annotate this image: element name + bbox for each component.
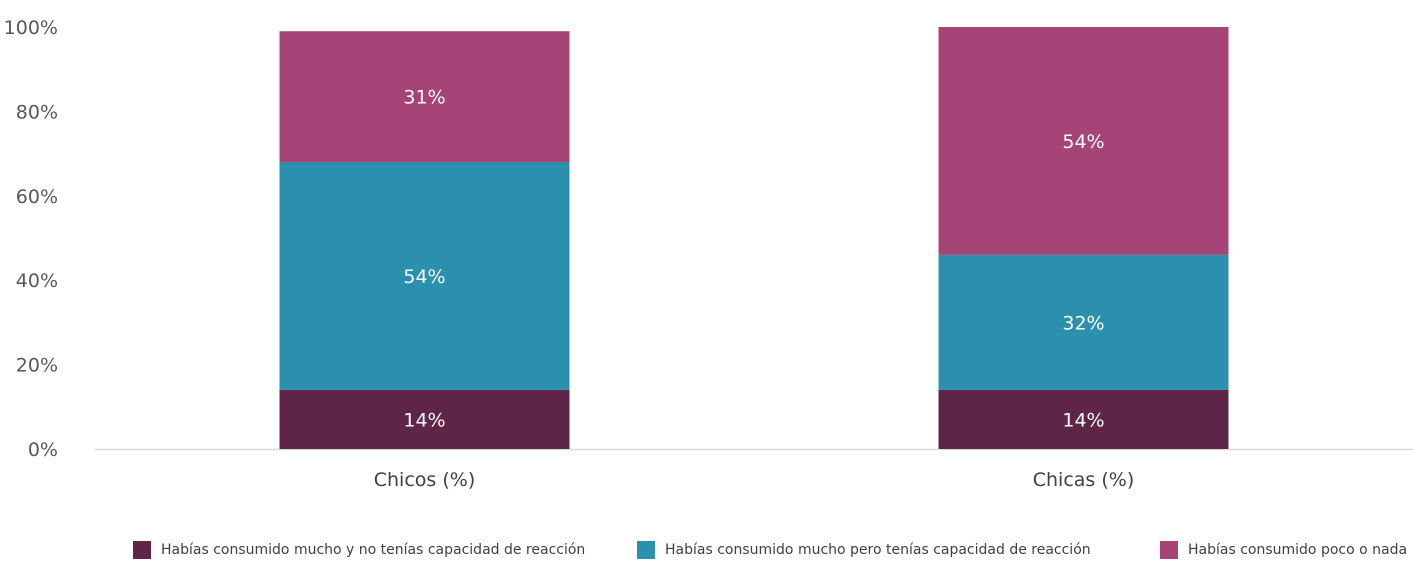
- legend-label: Habías consumido poco o nada: [1188, 542, 1408, 558]
- legend-item: Habías consumido poco o nada: [1160, 541, 1407, 559]
- y-tick-label: 20%: [16, 355, 58, 377]
- y-axis: 0% 20% 40% 60% 80% 100%: [4, 17, 58, 461]
- bar-segment: [938, 389, 1229, 449]
- y-tick-label: 80%: [16, 101, 58, 123]
- data-label: 31%: [403, 87, 445, 109]
- y-tick-label: 100%: [4, 17, 58, 39]
- data-label: 32%: [1062, 312, 1104, 334]
- bar-segment: [279, 162, 570, 390]
- bar-segment: [279, 31, 570, 163]
- legend-item: Habías consumido mucho y no tenías capac…: [133, 541, 585, 559]
- bar-segment: [938, 254, 1229, 390]
- legend-swatch: [637, 541, 655, 559]
- y-tick-label: 40%: [16, 270, 58, 292]
- legend: Habías consumido mucho y no tenías capac…: [0, 541, 1413, 571]
- legend-label: Habías consumido mucho y no tenías capac…: [161, 542, 586, 558]
- data-label: 54%: [403, 266, 445, 288]
- bar-segment: [938, 27, 1229, 255]
- x-tick-label: Chicas (%): [1033, 469, 1135, 491]
- x-axis: Chicos (%) Chicas (%): [374, 469, 1134, 491]
- y-tick-label: 60%: [16, 186, 58, 208]
- legend-swatch: [1160, 541, 1178, 559]
- legend-item: Habías consumido mucho pero tenías capac…: [637, 541, 1091, 559]
- legend-label: Habías consumido mucho pero tenías capac…: [665, 542, 1091, 558]
- y-tick-label: 0%: [28, 439, 58, 461]
- stacked-bar-chart: 0% 20% 40% 60% 80% 100% 14% 54% 31% 14% 32% 54% Ch…: [4, 17, 1413, 491]
- legend-swatch: [133, 541, 151, 559]
- x-tick-label: Chicos (%): [374, 469, 475, 491]
- data-label: 14%: [403, 409, 445, 431]
- data-label: 54%: [1062, 131, 1104, 153]
- bars: 14% 54% 31% 14% 32% 54%: [279, 27, 1229, 449]
- data-label: 14%: [1062, 409, 1104, 431]
- bar-segment: [279, 389, 570, 449]
